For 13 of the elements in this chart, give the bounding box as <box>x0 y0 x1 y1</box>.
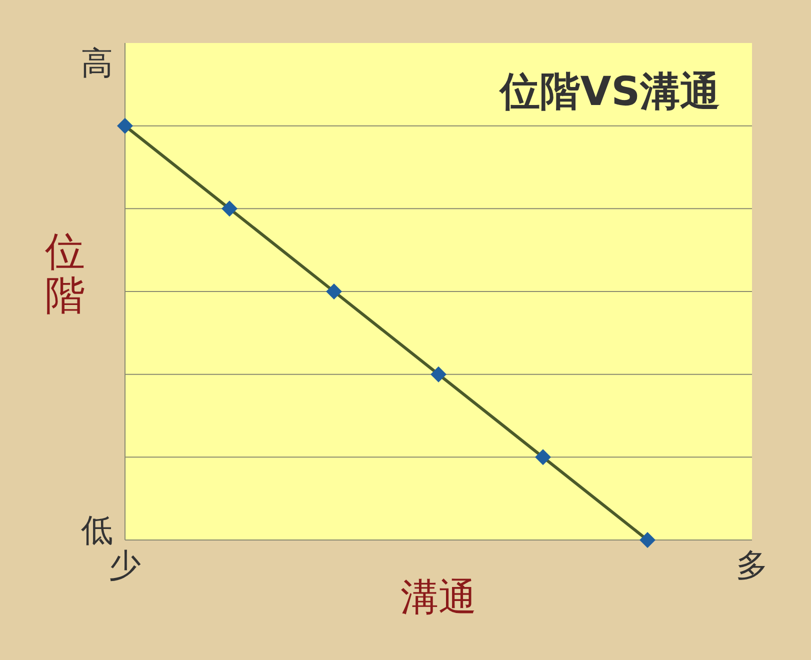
point <box>222 200 238 217</box>
x-tick-label: 少 <box>109 546 141 584</box>
x-tick-label: 多 <box>736 546 768 584</box>
point <box>430 366 446 382</box>
text: 高 <box>81 44 113 82</box>
point <box>326 284 342 300</box>
y-axis-title: 位階 <box>45 229 85 319</box>
x-axis-title: 溝通 <box>400 575 476 619</box>
point <box>535 449 551 466</box>
point <box>117 118 133 134</box>
text: 低 <box>81 510 113 549</box>
chart-title: 位階VS溝通 <box>498 69 720 115</box>
point <box>640 532 656 548</box>
